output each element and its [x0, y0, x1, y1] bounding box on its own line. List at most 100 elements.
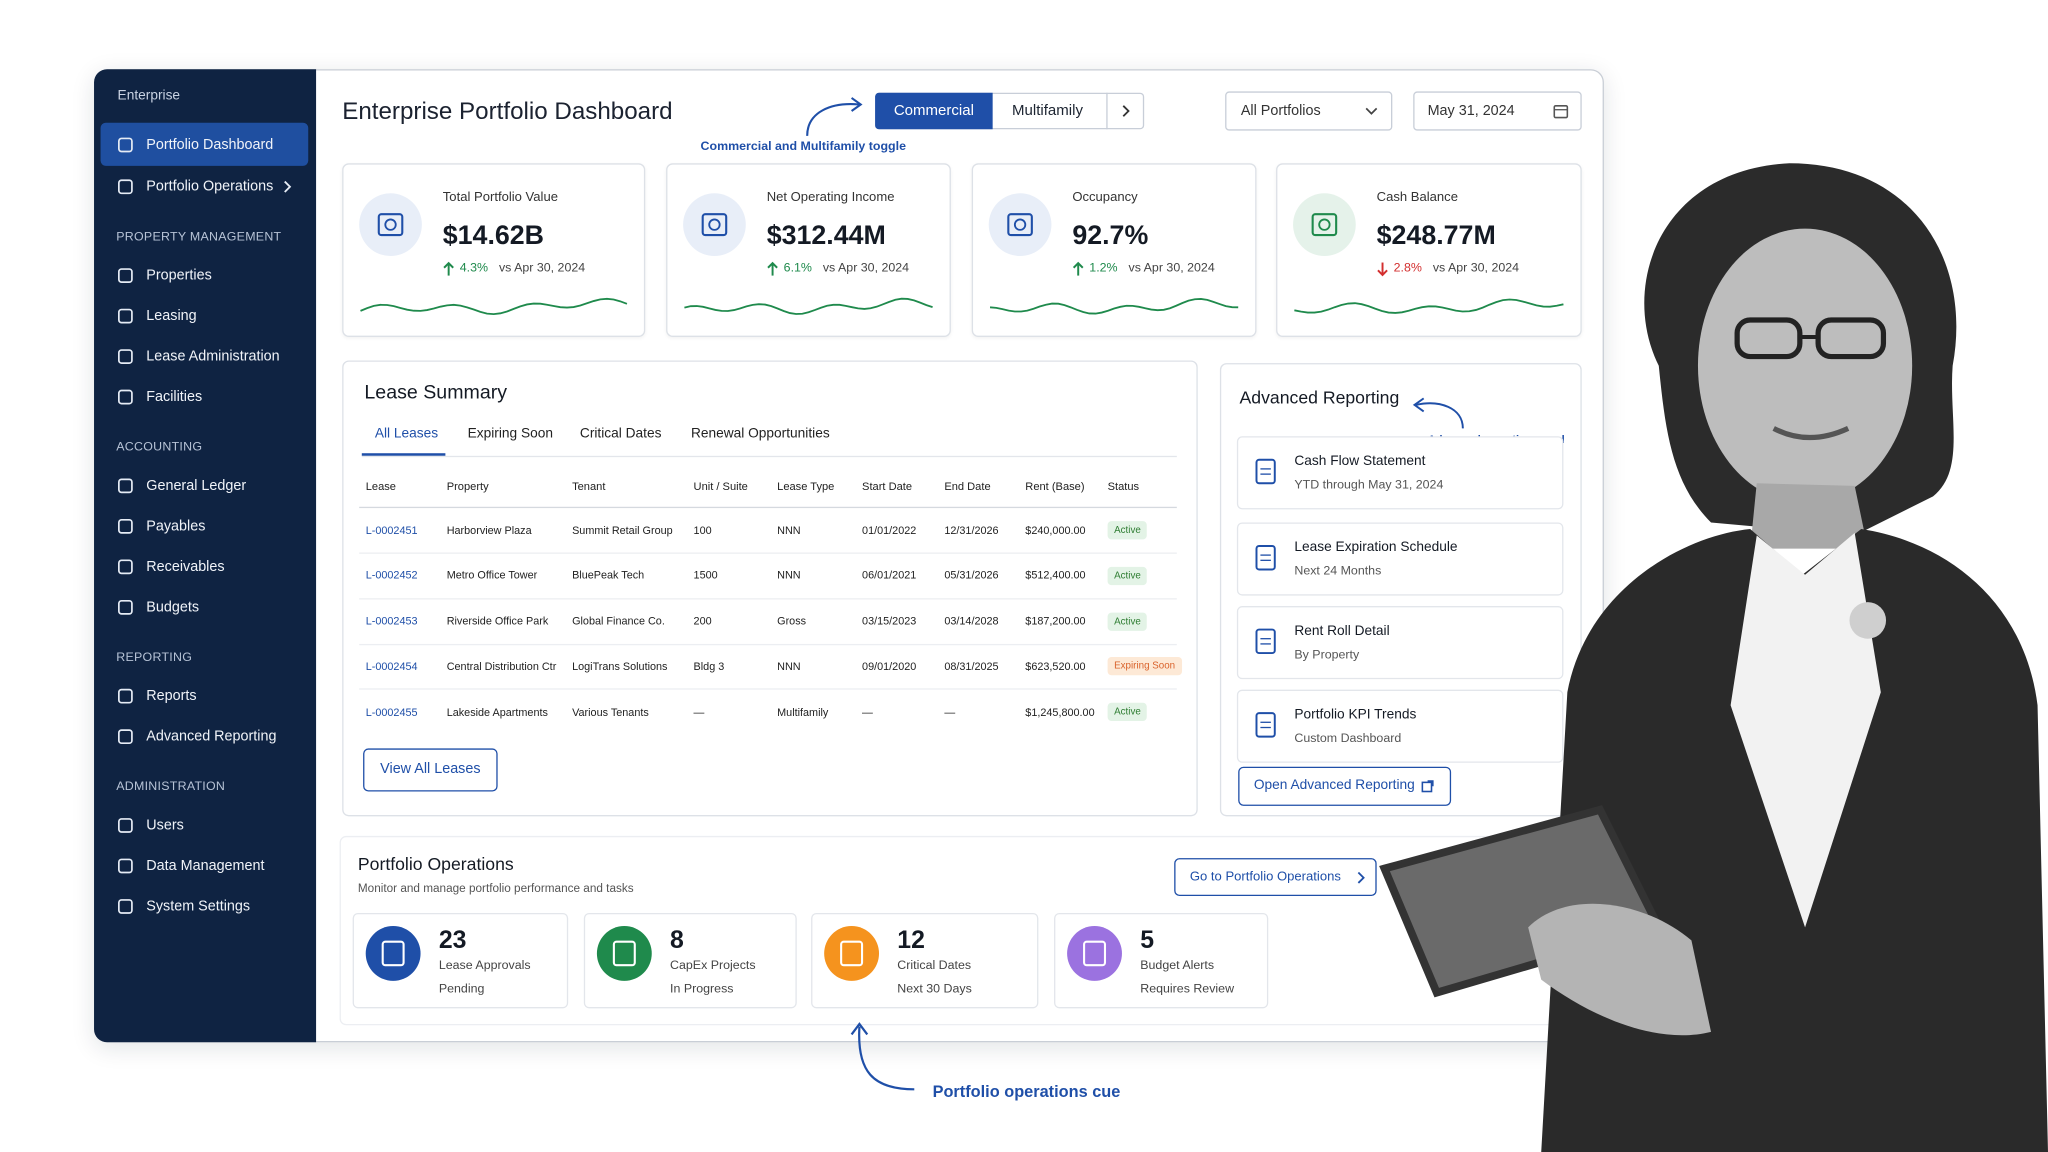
nav-item[interactable]: Receivables — [146, 558, 225, 575]
table-cell: Harborview Plaza — [446, 523, 532, 537]
kpi-icon — [683, 193, 746, 256]
nav-icon — [118, 518, 133, 534]
status-badge: Active — [1107, 612, 1148, 631]
table-header: Status — [1107, 479, 1140, 494]
kpi-value: $312.44M — [766, 220, 886, 251]
table-cell: 08/31/2025 — [944, 659, 999, 673]
table-cell: 03/14/2028 — [944, 614, 999, 628]
nav-item[interactable]: Leasing — [146, 308, 197, 324]
table-cell: Lakeside Apartments — [446, 705, 548, 719]
nav-item[interactable]: Advanced Reporting — [146, 728, 277, 745]
nav-item[interactable]: Payables — [146, 518, 206, 534]
report-item[interactable] — [1236, 436, 1564, 510]
panel-title: Advanced Reporting — [1239, 388, 1400, 408]
date-picker[interactable] — [1413, 91, 1582, 131]
nav-icon — [118, 818, 133, 833]
table-cell: Summit Retail Group — [572, 523, 673, 537]
report-title: Cash Flow Statement — [1294, 453, 1426, 470]
table-cell: 100 — [693, 523, 712, 537]
nav-section-title: REPORTING — [116, 650, 193, 665]
report-item[interactable] — [1236, 606, 1564, 680]
nav-item[interactable]: Portfolio Operations — [146, 178, 274, 195]
trend-compare: vs Apr 30, 2024 — [498, 260, 586, 276]
segment-button[interactable]: Multifamily — [1012, 102, 1083, 119]
tab[interactable]: All Leases — [374, 426, 439, 442]
nav-item[interactable]: Properties — [146, 267, 212, 284]
kpi-label: Occupancy — [1072, 190, 1138, 205]
tab[interactable]: Expiring Soon — [467, 426, 553, 442]
report-item[interactable] — [1236, 689, 1564, 763]
report-title: Lease Expiration Schedule — [1294, 539, 1458, 556]
row-rule — [359, 597, 1177, 600]
table-cell: NNN — [777, 523, 801, 537]
nav-item[interactable]: System Settings — [146, 898, 251, 915]
operation-label: CapEx Projects — [670, 958, 756, 973]
trend-arrow — [443, 261, 454, 276]
table-header: Rent (Base) — [1025, 479, 1085, 494]
operation-icon — [1067, 926, 1122, 981]
nav-icon — [118, 858, 133, 874]
kpi-label: Cash Balance — [1376, 190, 1458, 205]
report-subtitle: By Property — [1294, 647, 1360, 662]
chevron-icon — [1357, 871, 1365, 883]
report-item[interactable] — [1236, 522, 1564, 596]
button[interactable] — [363, 748, 498, 792]
lease-link[interactable]: L-0002453 — [365, 614, 418, 628]
table-cell: 06/01/2021 — [862, 568, 917, 582]
nav-icon — [118, 559, 133, 575]
nav-icon — [118, 308, 133, 324]
table-header: Lease — [365, 479, 396, 494]
table-cell: Various Tenants — [572, 705, 649, 719]
operation-label: Lease Approvals — [438, 958, 531, 973]
status-badge: Expiring Soon — [1107, 657, 1182, 676]
nav-item[interactable]: Data Management — [146, 857, 265, 874]
operation-detail: Requires Review — [1140, 981, 1235, 997]
sidebar — [94, 69, 317, 1043]
nav-item[interactable]: Reports — [146, 688, 197, 704]
button[interactable] — [1174, 858, 1377, 896]
nav-item[interactable]: General Ledger — [146, 477, 247, 494]
table-header: Start Date — [862, 479, 913, 494]
tab[interactable]: Critical Dates — [579, 426, 662, 442]
report-title: Portfolio KPI Trends — [1294, 706, 1417, 723]
table-cell: LogiTrans Solutions — [572, 659, 668, 673]
nav-item[interactable]: Budgets — [146, 599, 200, 615]
table-cell: — — [862, 705, 873, 719]
lease-link[interactable]: L-0002451 — [365, 523, 418, 537]
nav-icon — [118, 729, 133, 745]
nav-item[interactable]: Facilities — [146, 389, 203, 405]
lease-link[interactable]: L-0002455 — [365, 705, 418, 719]
trend-change: 4.3% — [459, 260, 489, 276]
trend-compare: vs Apr 30, 2024 — [1432, 260, 1520, 276]
table-cell: Bldg 3 — [693, 659, 725, 673]
trend-change: 6.1% — [783, 260, 812, 276]
segment-button[interactable]: Commercial — [893, 102, 974, 119]
table-cell: 200 — [693, 614, 712, 628]
panel-title: Lease Summary — [364, 381, 508, 404]
nav-item[interactable]: Portfolio Dashboard — [146, 136, 274, 153]
portfolio-select[interactable] — [1225, 91, 1393, 131]
report-icon — [1255, 544, 1276, 571]
calendar-icon — [1553, 105, 1569, 119]
trend-compare: vs Apr 30, 2024 — [1128, 260, 1215, 276]
status-badge: Active — [1107, 521, 1148, 540]
lease-link[interactable]: L-0002452 — [365, 568, 418, 582]
lease-link[interactable]: L-0002454 — [365, 659, 418, 673]
nav-item[interactable]: Users — [146, 817, 184, 834]
kpi-value: $14.62B — [442, 220, 545, 251]
row-rule — [359, 552, 1177, 554]
button[interactable] — [1238, 766, 1452, 806]
nav-icon — [118, 268, 133, 283]
dropdown-icon — [1365, 107, 1378, 115]
annotation: Portfolio operations cue — [932, 1082, 1121, 1101]
table-header: Tenant — [572, 479, 606, 494]
nav-item[interactable]: Lease Administration — [146, 348, 280, 365]
chevron-icon — [1122, 105, 1130, 117]
report-icon — [1255, 458, 1276, 485]
tab[interactable]: Renewal Opportunities — [690, 426, 830, 442]
report-subtitle: YTD through May 31, 2024 — [1294, 477, 1444, 493]
chevron-icon — [284, 180, 292, 193]
operation-label: Budget Alerts — [1140, 958, 1215, 973]
lease-panel — [342, 360, 1198, 817]
